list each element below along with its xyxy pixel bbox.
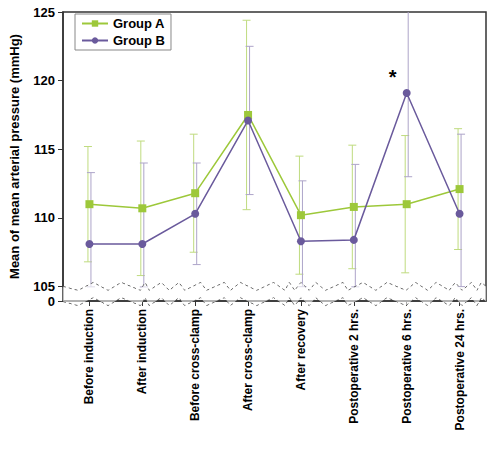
svg-text:125: 125 xyxy=(33,5,55,20)
svg-text:Mean of mean arterial pressure: Mean of mean arterial pressure (mmHg) xyxy=(7,34,22,279)
svg-text:Postoperative 6 hrs.: Postoperative 6 hrs. xyxy=(400,309,414,424)
svg-text:115: 115 xyxy=(34,142,55,157)
svg-text:Postoperative 2 hrs.: Postoperative 2 hrs. xyxy=(347,309,361,424)
svg-text:120: 120 xyxy=(33,73,55,88)
svg-text:Group B: Group B xyxy=(113,33,165,48)
svg-text:After induction: After induction xyxy=(135,309,149,394)
svg-text:Before cross-clamp: Before cross-clamp xyxy=(188,309,202,421)
svg-text:0: 0 xyxy=(48,294,55,309)
svg-text:After cross-clamp: After cross-clamp xyxy=(241,309,255,411)
svg-text:Postoperative 24 hrs.: Postoperative 24 hrs. xyxy=(453,309,467,430)
svg-text:*: * xyxy=(389,66,397,88)
svg-text:105: 105 xyxy=(33,279,55,294)
svg-text:After recovery: After recovery xyxy=(294,309,308,391)
svg-text:Before induction: Before induction xyxy=(82,309,96,404)
svg-text:110: 110 xyxy=(34,210,55,225)
svg-text:Group A: Group A xyxy=(113,16,165,31)
